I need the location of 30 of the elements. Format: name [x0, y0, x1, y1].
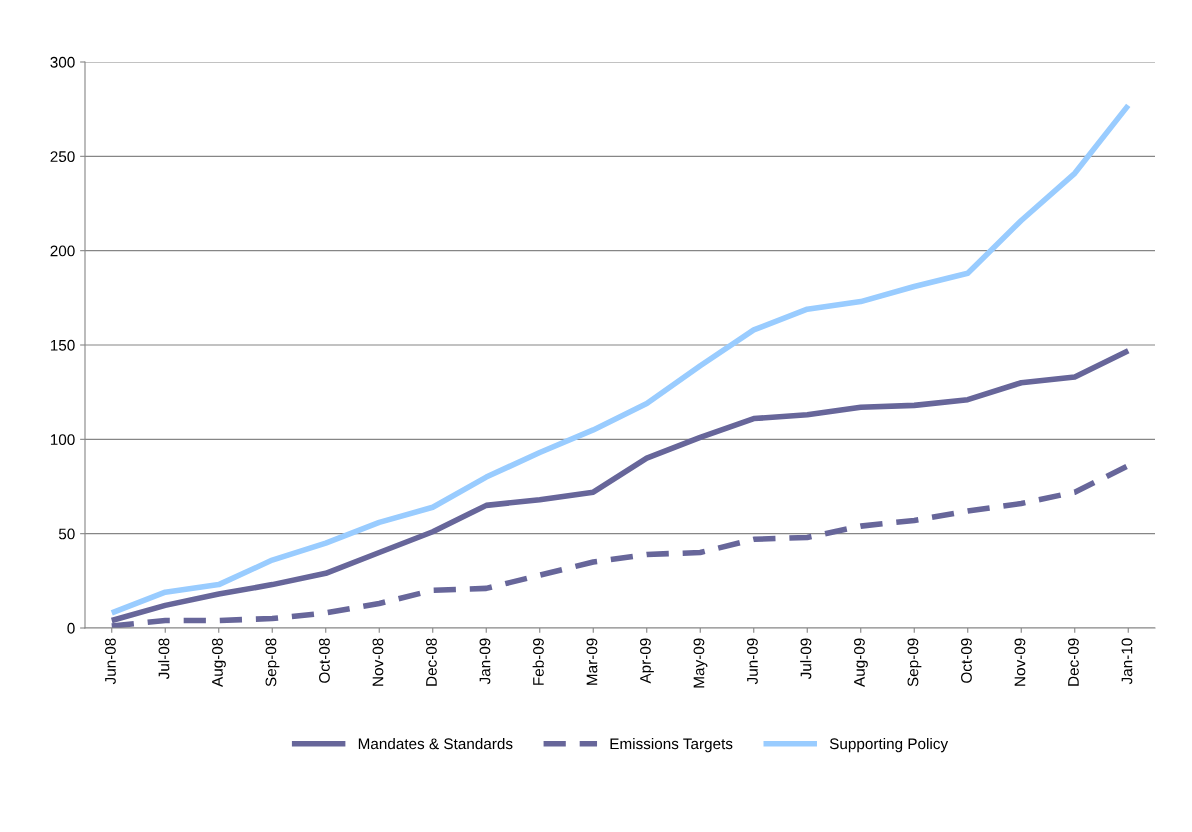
legend-label: Mandates & Standards [358, 737, 513, 750]
x-tick-label: Jun-09 [747, 638, 758, 685]
x-tick-label: Jul-09 [800, 638, 812, 680]
y-tick-label: 300 [50, 56, 75, 68]
x-tick-label: Oct-09 [961, 638, 972, 683]
legend-label: Emissions Targets [610, 737, 733, 753]
x-tick-label: Mar-09 [586, 638, 598, 685]
x-tick-label: Jan-09 [479, 638, 491, 685]
x-tick-label: Jul-08 [158, 638, 170, 680]
y-tick-label: 50 [58, 528, 75, 540]
x-tick-label: Dec-08 [426, 638, 437, 686]
x-tick-label: Aug-08 [212, 638, 226, 687]
x-tick-label: Nov-08 [372, 638, 384, 686]
x-tick-label: Oct-08 [319, 638, 330, 683]
y-tick-label: 200 [50, 245, 75, 257]
y-tick-label: 250 [50, 151, 75, 163]
x-tick-label: Sep-09 [907, 638, 922, 687]
x-tick-label: Nov-09 [1014, 638, 1026, 686]
legend-label: Supporting Policy [829, 737, 949, 753]
x-tick-label: Feb-09 [532, 638, 544, 685]
x-tick-label: Aug-09 [854, 638, 868, 687]
y-tick-label: 100 [50, 434, 75, 446]
y-tick-label: 0 [67, 622, 75, 634]
x-tick-label: Jan-10 [1121, 638, 1133, 685]
y-tick-label: 150 [50, 339, 75, 351]
x-tick-label: Dec-09 [1068, 638, 1079, 686]
x-tick-label: Sep-08 [265, 638, 280, 687]
x-tick-label: Apr-09 [640, 638, 654, 684]
x-tick-label: Jun-08 [105, 638, 116, 685]
x-tick-label: May-09 [693, 638, 708, 688]
